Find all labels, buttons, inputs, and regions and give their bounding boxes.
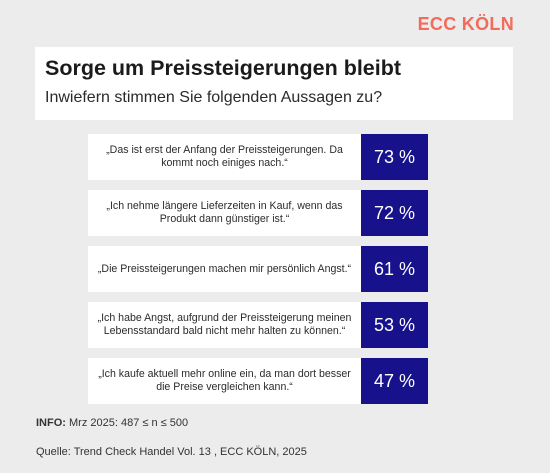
value-label: 73 % bbox=[361, 134, 428, 180]
title-box: Sorge um Preissteigerungen bleibt Inwief… bbox=[35, 47, 513, 120]
statement-row: „Die Preissteigerungen machen mir persön… bbox=[88, 246, 428, 292]
statement-text: „Das ist erst der Anfang der Preissteige… bbox=[88, 134, 361, 180]
statement-text: „Ich kaufe aktuell mehr online ein, da m… bbox=[88, 358, 361, 404]
brand-logo: ECC KÖLN bbox=[417, 14, 514, 34]
value-label: 47 % bbox=[361, 358, 428, 404]
value-label: 72 % bbox=[361, 190, 428, 236]
info-label: INFO: bbox=[36, 417, 66, 429]
statement-text: „Ich habe Angst, aufgrund der Preissteig… bbox=[88, 302, 361, 348]
statement-row: „Ich habe Angst, aufgrund der Preissteig… bbox=[88, 302, 428, 348]
statement-row: „Ich kaufe aktuell mehr online ein, da m… bbox=[88, 358, 428, 404]
value-label: 53 % bbox=[361, 302, 428, 348]
statement-row: „Das ist erst der Anfang der Preissteige… bbox=[88, 134, 428, 180]
info-text: Mrz 2025: 487 ≤ n ≤ 500 bbox=[69, 417, 189, 429]
source-note: Quelle: Trend Check Handel Vol. 13 , ECC… bbox=[36, 446, 307, 458]
info-note: INFO: Mrz 2025: 487 ≤ n ≤ 500 bbox=[36, 417, 188, 429]
chart-title: Sorge um Preissteigerungen bleibt bbox=[45, 56, 402, 80]
statement-row: „Ich nehme längere Lieferzeiten in Kauf,… bbox=[88, 190, 428, 236]
chart-subtitle: Inwiefern stimmen Sie folgenden Aussagen… bbox=[45, 89, 383, 106]
statement-text: „Die Preissteigerungen machen mir persön… bbox=[88, 246, 361, 292]
value-label: 61 % bbox=[361, 246, 428, 292]
statement-text: „Ich nehme längere Lieferzeiten in Kauf,… bbox=[88, 190, 361, 236]
